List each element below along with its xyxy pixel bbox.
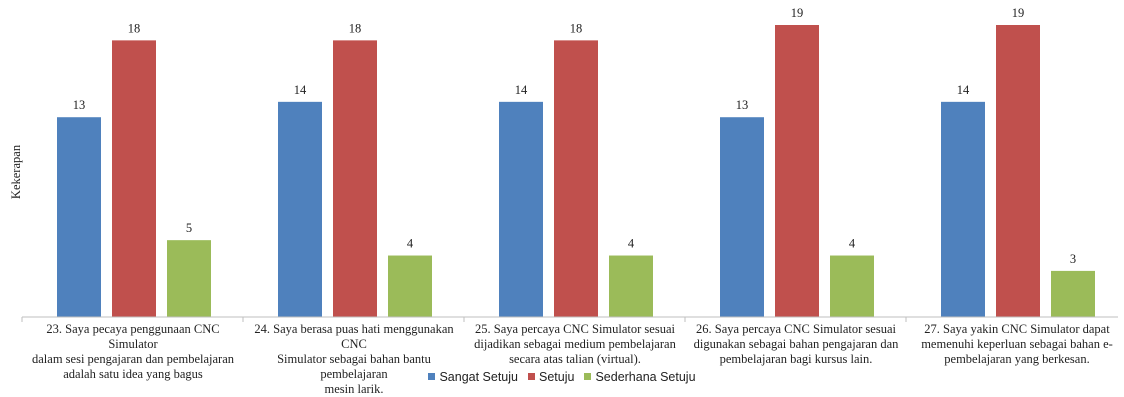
category-label-4: 26. Saya percaya CNC Simulator sesuai dig…: [685, 322, 907, 367]
bar-2-sangat-setuju: [278, 101, 322, 317]
category-label-5: 27. Saya yakin CNC Simulator dapat memenu…: [906, 322, 1124, 367]
value-label: 14: [957, 83, 970, 97]
category-label-line: memenuhi keperluan sebagai bahan e-: [921, 337, 1113, 351]
bar-2-setuju: [333, 40, 377, 318]
bar-5-sederhana-setuju: [1051, 270, 1095, 317]
category-label-line: mesin larik.: [324, 382, 384, 396]
value-label: 19: [1012, 6, 1025, 20]
value-labels-group: 13 18 5 14 18 4 14 18 4 13 19 4 14 19 3: [73, 6, 1076, 266]
legend-item-sangat-setuju: Sangat Setuju: [428, 370, 518, 384]
bar-3-sederhana-setuju: [609, 255, 653, 317]
category-label-line: Simulator sebagai bahan bantu pembelajar…: [277, 352, 431, 381]
value-label: 13: [736, 98, 749, 112]
value-label: 18: [349, 21, 362, 35]
category-label-3: 25. Saya percaya CNC Simulator sesuai dij…: [464, 322, 686, 367]
value-label: 4: [407, 237, 414, 251]
bars-group: [57, 25, 1095, 318]
legend-swatch: [584, 373, 592, 380]
value-label: 18: [128, 21, 141, 35]
legend: Sangat Setuju Setuju Sederhana Setuju: [0, 369, 1124, 384]
legend-swatch: [428, 373, 436, 380]
value-label: 19: [791, 6, 804, 20]
value-label: 5: [186, 221, 192, 235]
category-label-line: dalam sesi pengajaran dan pembelajaran: [32, 352, 234, 366]
value-label: 4: [628, 237, 635, 251]
bar-4-sangat-setuju: [720, 117, 764, 317]
category-label-line: dijadikan sebagai medium pembelajaran: [474, 337, 676, 351]
bar-2-sederhana-setuju: [388, 255, 432, 317]
value-label: 13: [73, 98, 86, 112]
value-label: 3: [1070, 252, 1076, 266]
category-label-line: 24. Saya berasa puas hati menggunakan CN…: [254, 322, 454, 351]
legend-swatch: [528, 373, 535, 380]
category-label-1: 23. Saya pecaya penggunaan CNC Simulator…: [22, 322, 244, 382]
x-axis-ticks: [21, 317, 907, 322]
category-label-line: pembelajaran bagi kursus lain.: [719, 352, 873, 366]
category-label-line: adalah satu idea yang bagus: [63, 367, 203, 381]
value-label: 14: [515, 83, 528, 97]
bar-1-setuju: [112, 40, 156, 318]
legend-label: Sangat Setuju: [439, 369, 518, 384]
category-label-line: secara atas talian (virtual).: [509, 352, 641, 366]
bar-1-sangat-setuju: [57, 117, 101, 317]
y-axis-label: Kekerapan: [9, 144, 23, 199]
category-label-line: 23. Saya pecaya penggunaan CNC Simulator: [46, 322, 220, 351]
value-label: 4: [849, 237, 856, 251]
legend-label: Setuju: [539, 369, 575, 384]
category-label-line: 25. Saya percaya CNC Simulator sesuai: [475, 322, 675, 336]
bar-4-sederhana-setuju: [830, 255, 874, 317]
bar-1-sederhana-setuju: [167, 240, 211, 317]
category-label-line: 27. Saya yakin CNC Simulator dapat: [924, 322, 1110, 336]
legend-item-setuju: Setuju: [528, 370, 574, 384]
bar-3-setuju: [554, 40, 598, 318]
legend-label: Sederhana Setuju: [595, 369, 696, 384]
bar-3-sangat-setuju: [499, 101, 543, 317]
legend-item-sederhana-setuju: Sederhana Setuju: [584, 369, 696, 384]
bar-5-setuju: [996, 25, 1040, 317]
value-label: 14: [294, 83, 307, 97]
category-label-line: pembelajaran yang berkesan.: [944, 352, 1090, 366]
value-label: 18: [570, 21, 583, 35]
bar-5-sangat-setuju: [941, 101, 985, 317]
bar-4-setuju: [775, 25, 819, 317]
category-label-line: digunakan sebagai bahan pengajaran dan: [693, 337, 899, 351]
category-label-2: 24. Saya berasa puas hati menggunakan CN…: [243, 322, 465, 397]
category-label-line: 26. Saya percaya CNC Simulator sesuai: [696, 322, 896, 336]
